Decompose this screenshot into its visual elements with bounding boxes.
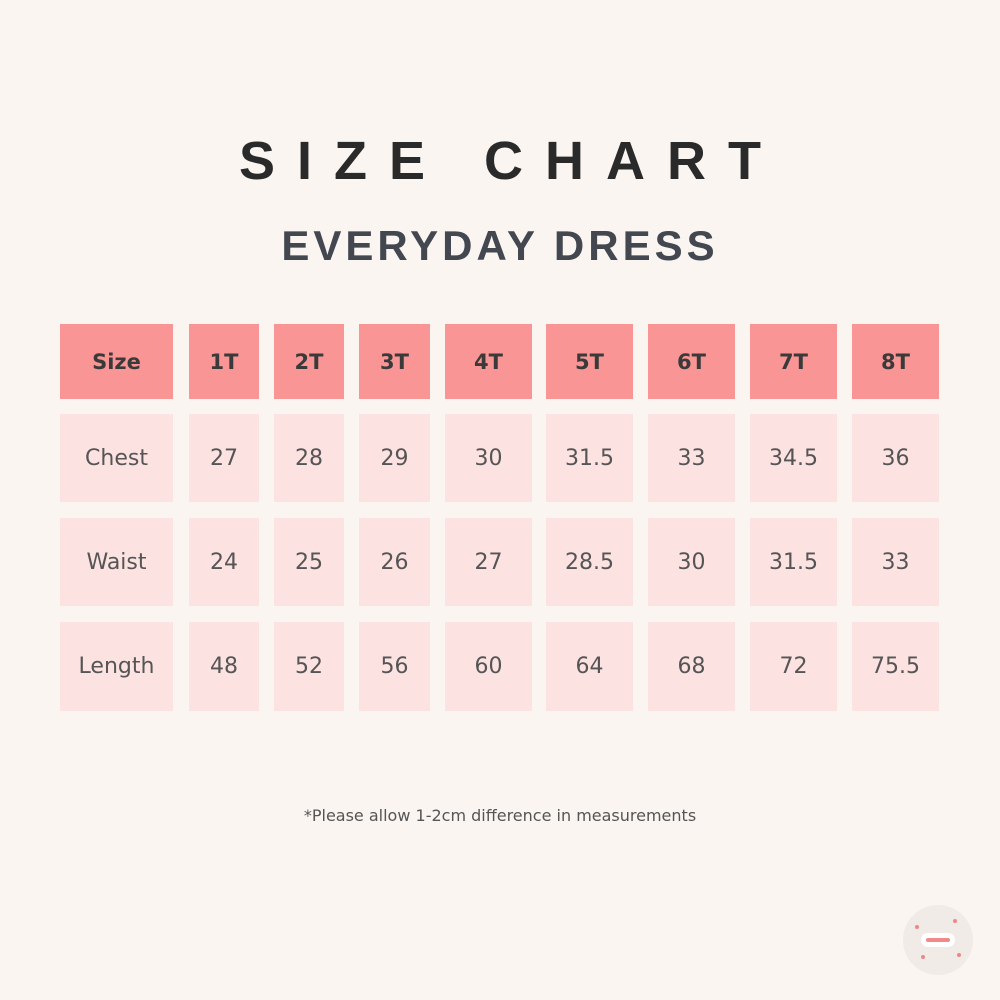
table-cell: 72 — [750, 622, 837, 711]
table-cell: 29 — [359, 414, 430, 502]
header-cell: 7T — [750, 324, 837, 399]
header-cell: 1T — [189, 324, 259, 399]
table-cell: 27 — [445, 518, 532, 606]
table-cell: 26 — [359, 518, 430, 606]
table-cell: 56 — [359, 622, 430, 711]
row-label: Waist — [60, 518, 173, 606]
row-label: Chest — [60, 414, 173, 502]
table-cell: 25 — [274, 518, 344, 606]
subtitle: EVERYDAY DRESS — [281, 222, 719, 269]
table-cell: 31.5 — [546, 414, 633, 502]
table-cell: 75.5 — [852, 622, 939, 711]
table-cell: 28.5 — [546, 518, 633, 606]
row-label: Length — [60, 622, 173, 711]
header-cell: 4T — [445, 324, 532, 399]
table-cell: 33 — [648, 414, 735, 502]
table-cell: 27 — [189, 414, 259, 502]
header-cell: 6T — [648, 324, 735, 399]
table-cell: 36 — [852, 414, 939, 502]
table-cell: 52 — [274, 622, 344, 711]
table-cell: 30 — [445, 414, 532, 502]
header-cell: Size — [60, 324, 173, 399]
title: SIZE CHART — [239, 131, 783, 191]
note: *Please allow 1-2cm difference in measur… — [303, 806, 697, 825]
table-cell: 30 — [648, 518, 735, 606]
logo — [903, 905, 973, 975]
table-cell: 68 — [648, 622, 735, 711]
table-cell: 34.5 — [750, 414, 837, 502]
header-cell: 2T — [274, 324, 344, 399]
table-cell: 48 — [189, 622, 259, 711]
table-cell: 64 — [546, 622, 633, 711]
header-cell: 8T — [852, 324, 939, 399]
table-cell: 24 — [189, 518, 259, 606]
table-cell: 33 — [852, 518, 939, 606]
table-cell: 60 — [445, 622, 532, 711]
header-cell: 3T — [359, 324, 430, 399]
table-cell: 28 — [274, 414, 344, 502]
table-cell: 31.5 — [750, 518, 837, 606]
header-cell: 5T — [546, 324, 633, 399]
